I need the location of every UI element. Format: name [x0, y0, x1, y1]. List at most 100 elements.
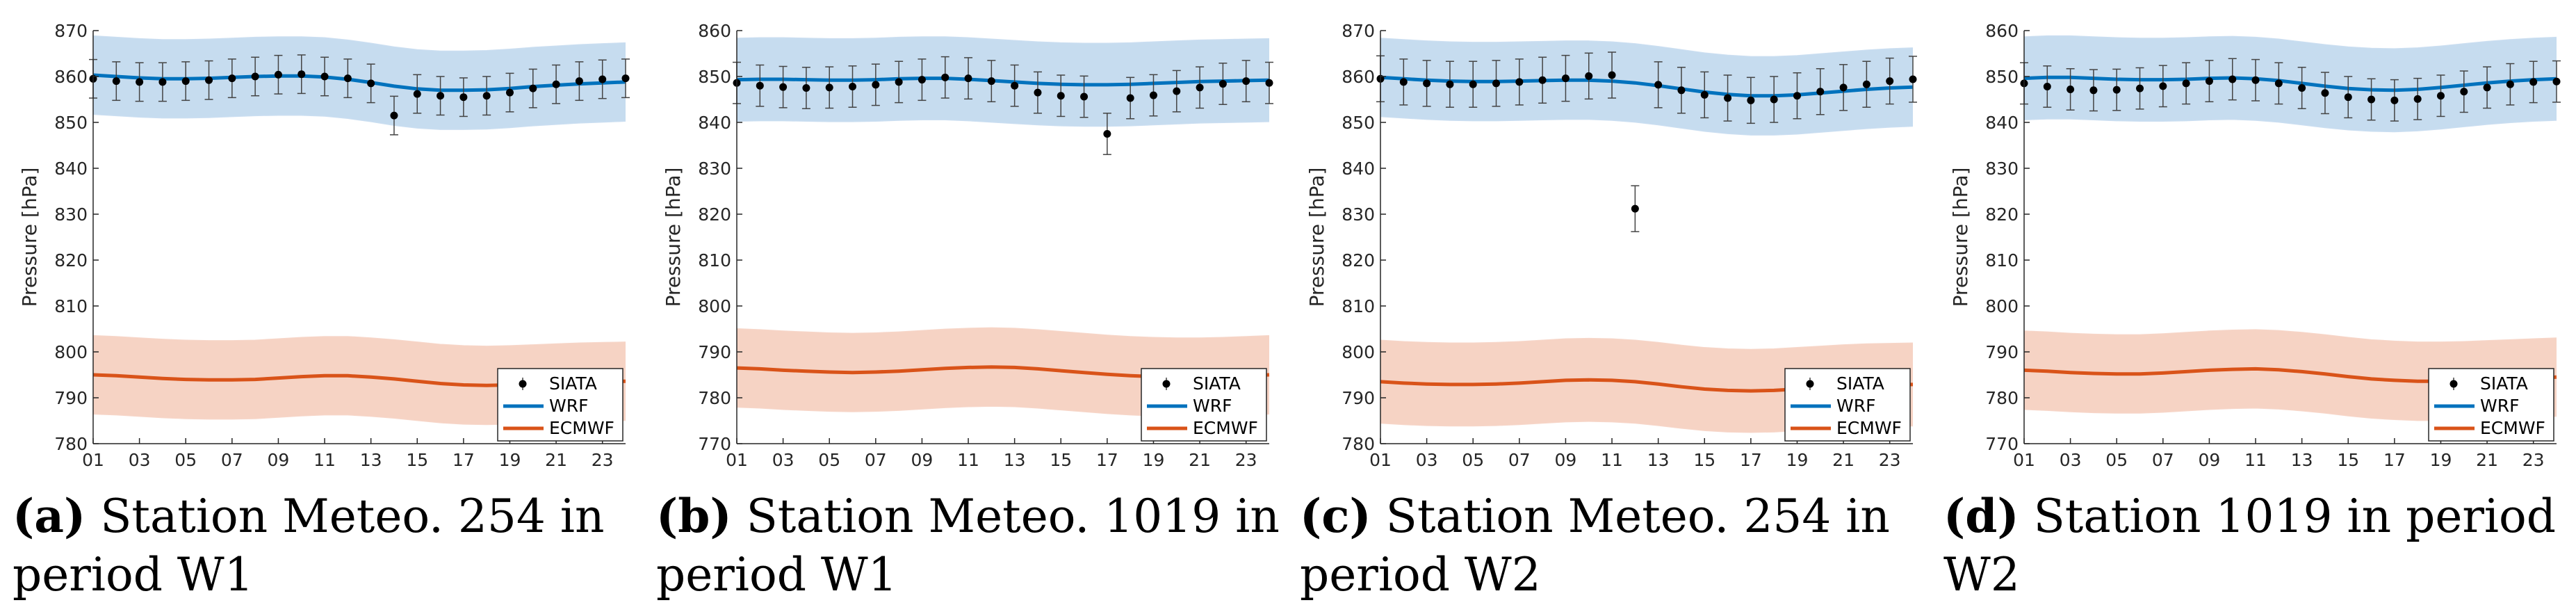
wrf-band-lower-edge: [736, 119, 1270, 127]
y-tick-label: 820: [54, 250, 88, 271]
siata-point: [987, 77, 995, 86]
siata-point: [1265, 79, 1273, 87]
wrf-series-line: [1380, 75, 1914, 98]
x-tick-label: 05: [818, 450, 840, 470]
chart-b: 770 780 790 800 810 820 830 840 850 860 01 03 05 07 09…: [662, 21, 1273, 470]
siata-point: [2159, 82, 2167, 90]
caption-c: (c) Station Meteo. 254 in period W2: [1300, 487, 1925, 604]
wrf-band-lower-edge: [92, 113, 626, 130]
siata-point: [2043, 83, 2051, 91]
siata-point: [1793, 92, 1801, 100]
legend-siata-label: SIATA: [2480, 373, 2528, 394]
caption-text-d: Station 1019 in period W2: [1943, 490, 2557, 602]
siata-point: [575, 77, 583, 86]
siata-point: [2274, 79, 2283, 88]
chart-panel-c: 780 790 800 810 820 830 840 850 860 870 01 03 05 07 09…: [1287, 0, 1931, 605]
siata-point: [320, 72, 329, 81]
x-tick-label: 15: [406, 450, 428, 470]
x-tick-label: 09: [1555, 450, 1577, 470]
wrf-band: [93, 35, 626, 129]
y-tick-label: 850: [1985, 67, 2019, 87]
x-tick-label: 09: [268, 450, 290, 470]
siata-point: [872, 81, 880, 89]
siata-point: [2066, 85, 2075, 93]
siata-point: [1561, 74, 1570, 83]
y-tick-label: 790: [698, 342, 731, 362]
y-tick-label: 850: [698, 67, 731, 87]
siata-point: [1585, 72, 1593, 80]
siata-point: [2529, 78, 2538, 86]
siata-point: [1103, 130, 1111, 138]
siata-point: [1469, 80, 1477, 88]
y-tick-label: 860: [1342, 67, 1375, 87]
wrf-series-line: [736, 76, 1270, 87]
y-tick-label: 810: [54, 296, 88, 316]
y-tick-label: 820: [1985, 204, 2019, 225]
legend-wrf-label: WRF: [1836, 396, 1875, 416]
legend-siata-label: SIATA: [1836, 373, 1884, 394]
siata-point: [1218, 80, 1227, 88]
siata-point: [2413, 95, 2422, 103]
siata-point: [2506, 80, 2514, 88]
wrf-band-upper-edge: [1380, 38, 1914, 58]
y-tick-label: 840: [54, 159, 88, 179]
x-tick-label: 17: [453, 450, 475, 470]
wrf-band-upper-edge: [2023, 35, 2557, 50]
siata-point: [158, 78, 167, 86]
x-tick-label: 15: [1050, 450, 1072, 470]
caption-d: (d) Station 1019 in period W2: [1943, 487, 2569, 604]
siata-point: [779, 83, 788, 91]
siata-point: [251, 72, 259, 81]
x-tick-label: 23: [1879, 450, 1901, 470]
y-tick-label: 860: [54, 67, 88, 87]
chart-panel-b: 770 780 790 800 810 820 830 840 850 860 01 03 05 07 09…: [644, 0, 1287, 605]
y-tick-label: 830: [1985, 159, 2019, 179]
siata-point: [552, 80, 560, 88]
y-tick-label: 780: [1342, 434, 1375, 454]
x-tick-label: 07: [221, 450, 243, 470]
x-tick-label: 21: [545, 450, 567, 470]
siata-point: [756, 81, 764, 90]
y-tick-label: 830: [1342, 204, 1375, 225]
caption-text-a: Station Meteo. 254 in period W1: [13, 490, 605, 602]
y-tick-label: 800: [1342, 342, 1375, 362]
y-tick-label: 790: [1342, 388, 1375, 408]
siata-point: [1515, 78, 1524, 86]
x-tick-label: 19: [1143, 450, 1165, 470]
siata-point: [2228, 75, 2237, 83]
siata-point: [2367, 95, 2376, 104]
legend-wrf-label: WRF: [549, 396, 588, 416]
siata-point: [343, 74, 352, 83]
siata-point: [598, 75, 607, 83]
x-tick-label: 17: [1096, 450, 1118, 470]
siata-point: [2552, 77, 2561, 86]
siata-point: [390, 111, 398, 120]
y-tick-label: 800: [698, 296, 731, 316]
legend-wrf-label: WRF: [1193, 396, 1232, 416]
legend-ecmwf-label: ECMWF: [1836, 418, 1902, 438]
siata-point: [181, 77, 190, 86]
x-tick-label: 07: [1508, 450, 1531, 470]
y-tick-label: 790: [1985, 342, 2019, 362]
caption-label-d: (d): [1943, 489, 2019, 543]
x-tick-label: 05: [1462, 450, 1484, 470]
x-tick-label: 09: [2199, 450, 2221, 470]
ecmwf-band: [2024, 330, 2557, 421]
legend-wrf-label: WRF: [2480, 396, 2519, 416]
caption-text-b: Station Meteo. 1019 in period W1: [656, 490, 1280, 602]
legend-siata-marker: [1806, 380, 1814, 388]
y-tick-label: 770: [1985, 434, 2019, 454]
siata-point: [1747, 96, 1755, 104]
x-tick-label: 17: [1740, 450, 1762, 470]
y-tick-label: 820: [1342, 250, 1375, 271]
siata-point: [2321, 89, 2329, 97]
x-tick-label: 13: [1004, 450, 1026, 470]
siata-point: [1173, 87, 1181, 95]
siata-point: [1770, 95, 1778, 104]
wrf-band-lower-edge: [2023, 118, 2557, 133]
y-tick-label: 780: [54, 434, 88, 454]
y-tick-label: 780: [1985, 388, 2019, 408]
siata-point: [1423, 79, 1431, 88]
x-tick-label: 13: [1647, 450, 1670, 470]
chart-a: 780 790 800 810 820 830 840 850 860 870 01 03 05 07 09…: [18, 21, 630, 470]
